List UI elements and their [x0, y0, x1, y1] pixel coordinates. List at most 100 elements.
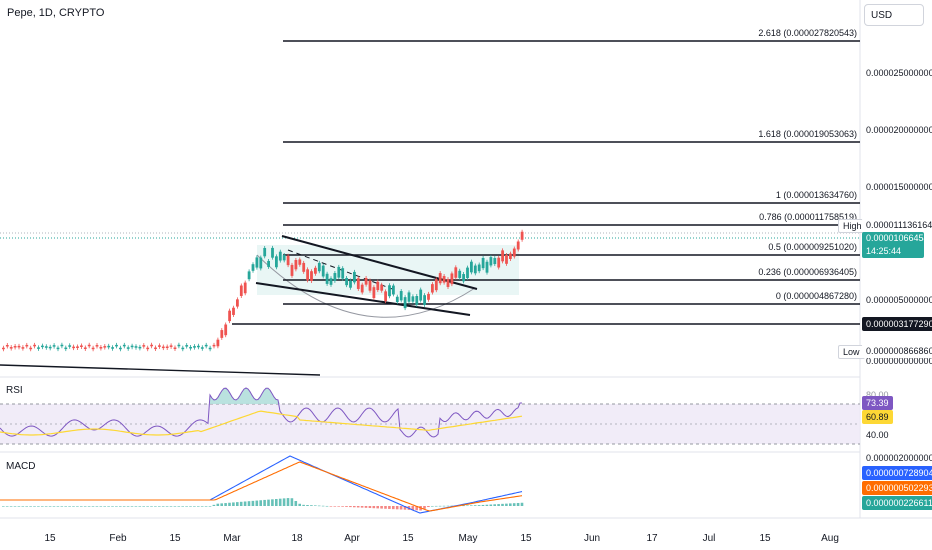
fib-level-label: 0.236 (0.000006936405): [758, 267, 857, 277]
candle: [353, 271, 356, 283]
candle: [368, 280, 372, 291]
countdown: 14:25:44: [866, 246, 902, 256]
candle: [142, 345, 146, 347]
time-tick-label: 15: [44, 533, 56, 544]
candle: [95, 345, 99, 347]
candle: [138, 346, 142, 349]
macd-histogram-bar: [216, 503, 220, 506]
candle: [454, 267, 458, 278]
macd-histogram-bar: [48, 506, 52, 507]
macd-histogram-bar: [204, 506, 208, 507]
macd-histogram-bar: [130, 506, 134, 507]
time-tick-label: 15: [402, 533, 414, 544]
candle: [333, 273, 337, 281]
candle: [399, 291, 403, 301]
symbol-title[interactable]: Pepe, 1D, CRYPTO: [7, 7, 105, 19]
macd-histogram-bar: [337, 506, 340, 507]
candle: [364, 278, 368, 285]
macd-histogram-bar: [25, 506, 28, 507]
macd-histogram-bar: [29, 506, 32, 507]
macd-histogram-bar: [158, 506, 161, 507]
rsi-line: [0, 387, 522, 438]
candle: [134, 346, 138, 348]
price-axis[interactable]: 0.000025000000 0.000020000000 0.0000150000…: [866, 68, 932, 366]
macd-histogram-bar: [173, 506, 177, 507]
macd-histogram-bar: [372, 506, 376, 509]
macd-histogram-bar: [481, 504, 485, 506]
candle: [146, 347, 150, 350]
macd-histogram-bar: [446, 505, 450, 507]
candle: [80, 345, 83, 347]
macd-histogram-bar: [298, 503, 301, 506]
macd-histogram-bar: [52, 506, 56, 507]
macd-histogram-bar: [165, 506, 169, 507]
macd-histogram-bar: [509, 503, 512, 506]
candle: [181, 347, 185, 350]
macd-histogram-bar: [13, 506, 17, 507]
candle: [290, 264, 294, 276]
candle: [493, 258, 497, 265]
time-tick-label: Feb: [109, 533, 127, 544]
currency-button[interactable]: USD: [864, 4, 924, 26]
macd-histogram-bar: [95, 506, 99, 507]
macd-histogram-bar: [329, 506, 333, 507]
macd-histogram-bar: [493, 504, 496, 506]
candle: [392, 285, 395, 295]
macd-histogram-bar: [169, 506, 173, 507]
macd-histogram-bar: [181, 506, 184, 507]
macd-histogram-bar: [275, 499, 278, 506]
candle: [37, 347, 40, 349]
macd-histogram-bar: [146, 506, 149, 507]
macd-histogram-bar: [384, 506, 387, 509]
candle: [446, 279, 450, 287]
macd-histogram-bar: [473, 505, 477, 506]
candle: [236, 299, 239, 307]
fib-level-label: 1.618 (0.000019053063): [758, 129, 857, 139]
candle: [255, 257, 259, 268]
candle: [107, 345, 111, 348]
macd-histogram-bar: [310, 505, 313, 506]
candle: [395, 296, 399, 303]
macd-histogram-bar: [333, 506, 337, 507]
macd-histogram-bar: [388, 506, 391, 509]
candle: [111, 347, 114, 349]
candle: [76, 346, 79, 348]
macd-histogram-bar: [99, 506, 103, 507]
macd-histogram-bar: [177, 506, 181, 507]
price-tick-label: 0.000000000000: [866, 356, 932, 366]
candle: [458, 270, 462, 278]
macd-histogram-bar: [349, 506, 352, 508]
candle: [282, 255, 286, 261]
candle: [161, 346, 165, 349]
macd-histogram-bar: [64, 506, 67, 507]
candle: [60, 344, 64, 347]
candle: [349, 280, 352, 288]
macd-histogram-bar: [72, 506, 75, 507]
macd-histogram-bar: [450, 505, 454, 507]
candle: [25, 344, 29, 347]
price-tick-label: 0.000005000000: [866, 295, 932, 305]
macd-histogram-bar: [278, 498, 282, 506]
signal-value-tag: 0.000000502293: [862, 481, 932, 495]
macd-histogram-bar: [364, 506, 368, 508]
macd-histogram-bar: [423, 506, 426, 509]
macd-axis-top: 0.000002000000: [866, 453, 932, 463]
candle: [407, 292, 411, 302]
macd-histogram-bar: [485, 504, 489, 506]
candle: [208, 347, 212, 350]
macd-histogram-bar: [21, 506, 25, 507]
macd-label[interactable]: MACD: [6, 461, 36, 472]
marked-level-tag: 0.000003177290: [862, 317, 932, 331]
macd-histogram-bar: [345, 506, 348, 507]
candle: [423, 295, 426, 305]
candle: [501, 250, 504, 262]
time-axis[interactable]: 15 Feb 15 Mar 18 Apr 15 May 15 Jun 17 Jul 15 Aug: [44, 533, 838, 544]
macd-histogram-bar: [489, 504, 493, 506]
candle: [380, 284, 384, 291]
macd-histogram-bar: [208, 506, 212, 507]
candle: [481, 257, 485, 269]
rsi-label[interactable]: RSI: [6, 385, 23, 396]
macd-histogram-bar: [189, 506, 192, 507]
candle: [286, 255, 290, 266]
